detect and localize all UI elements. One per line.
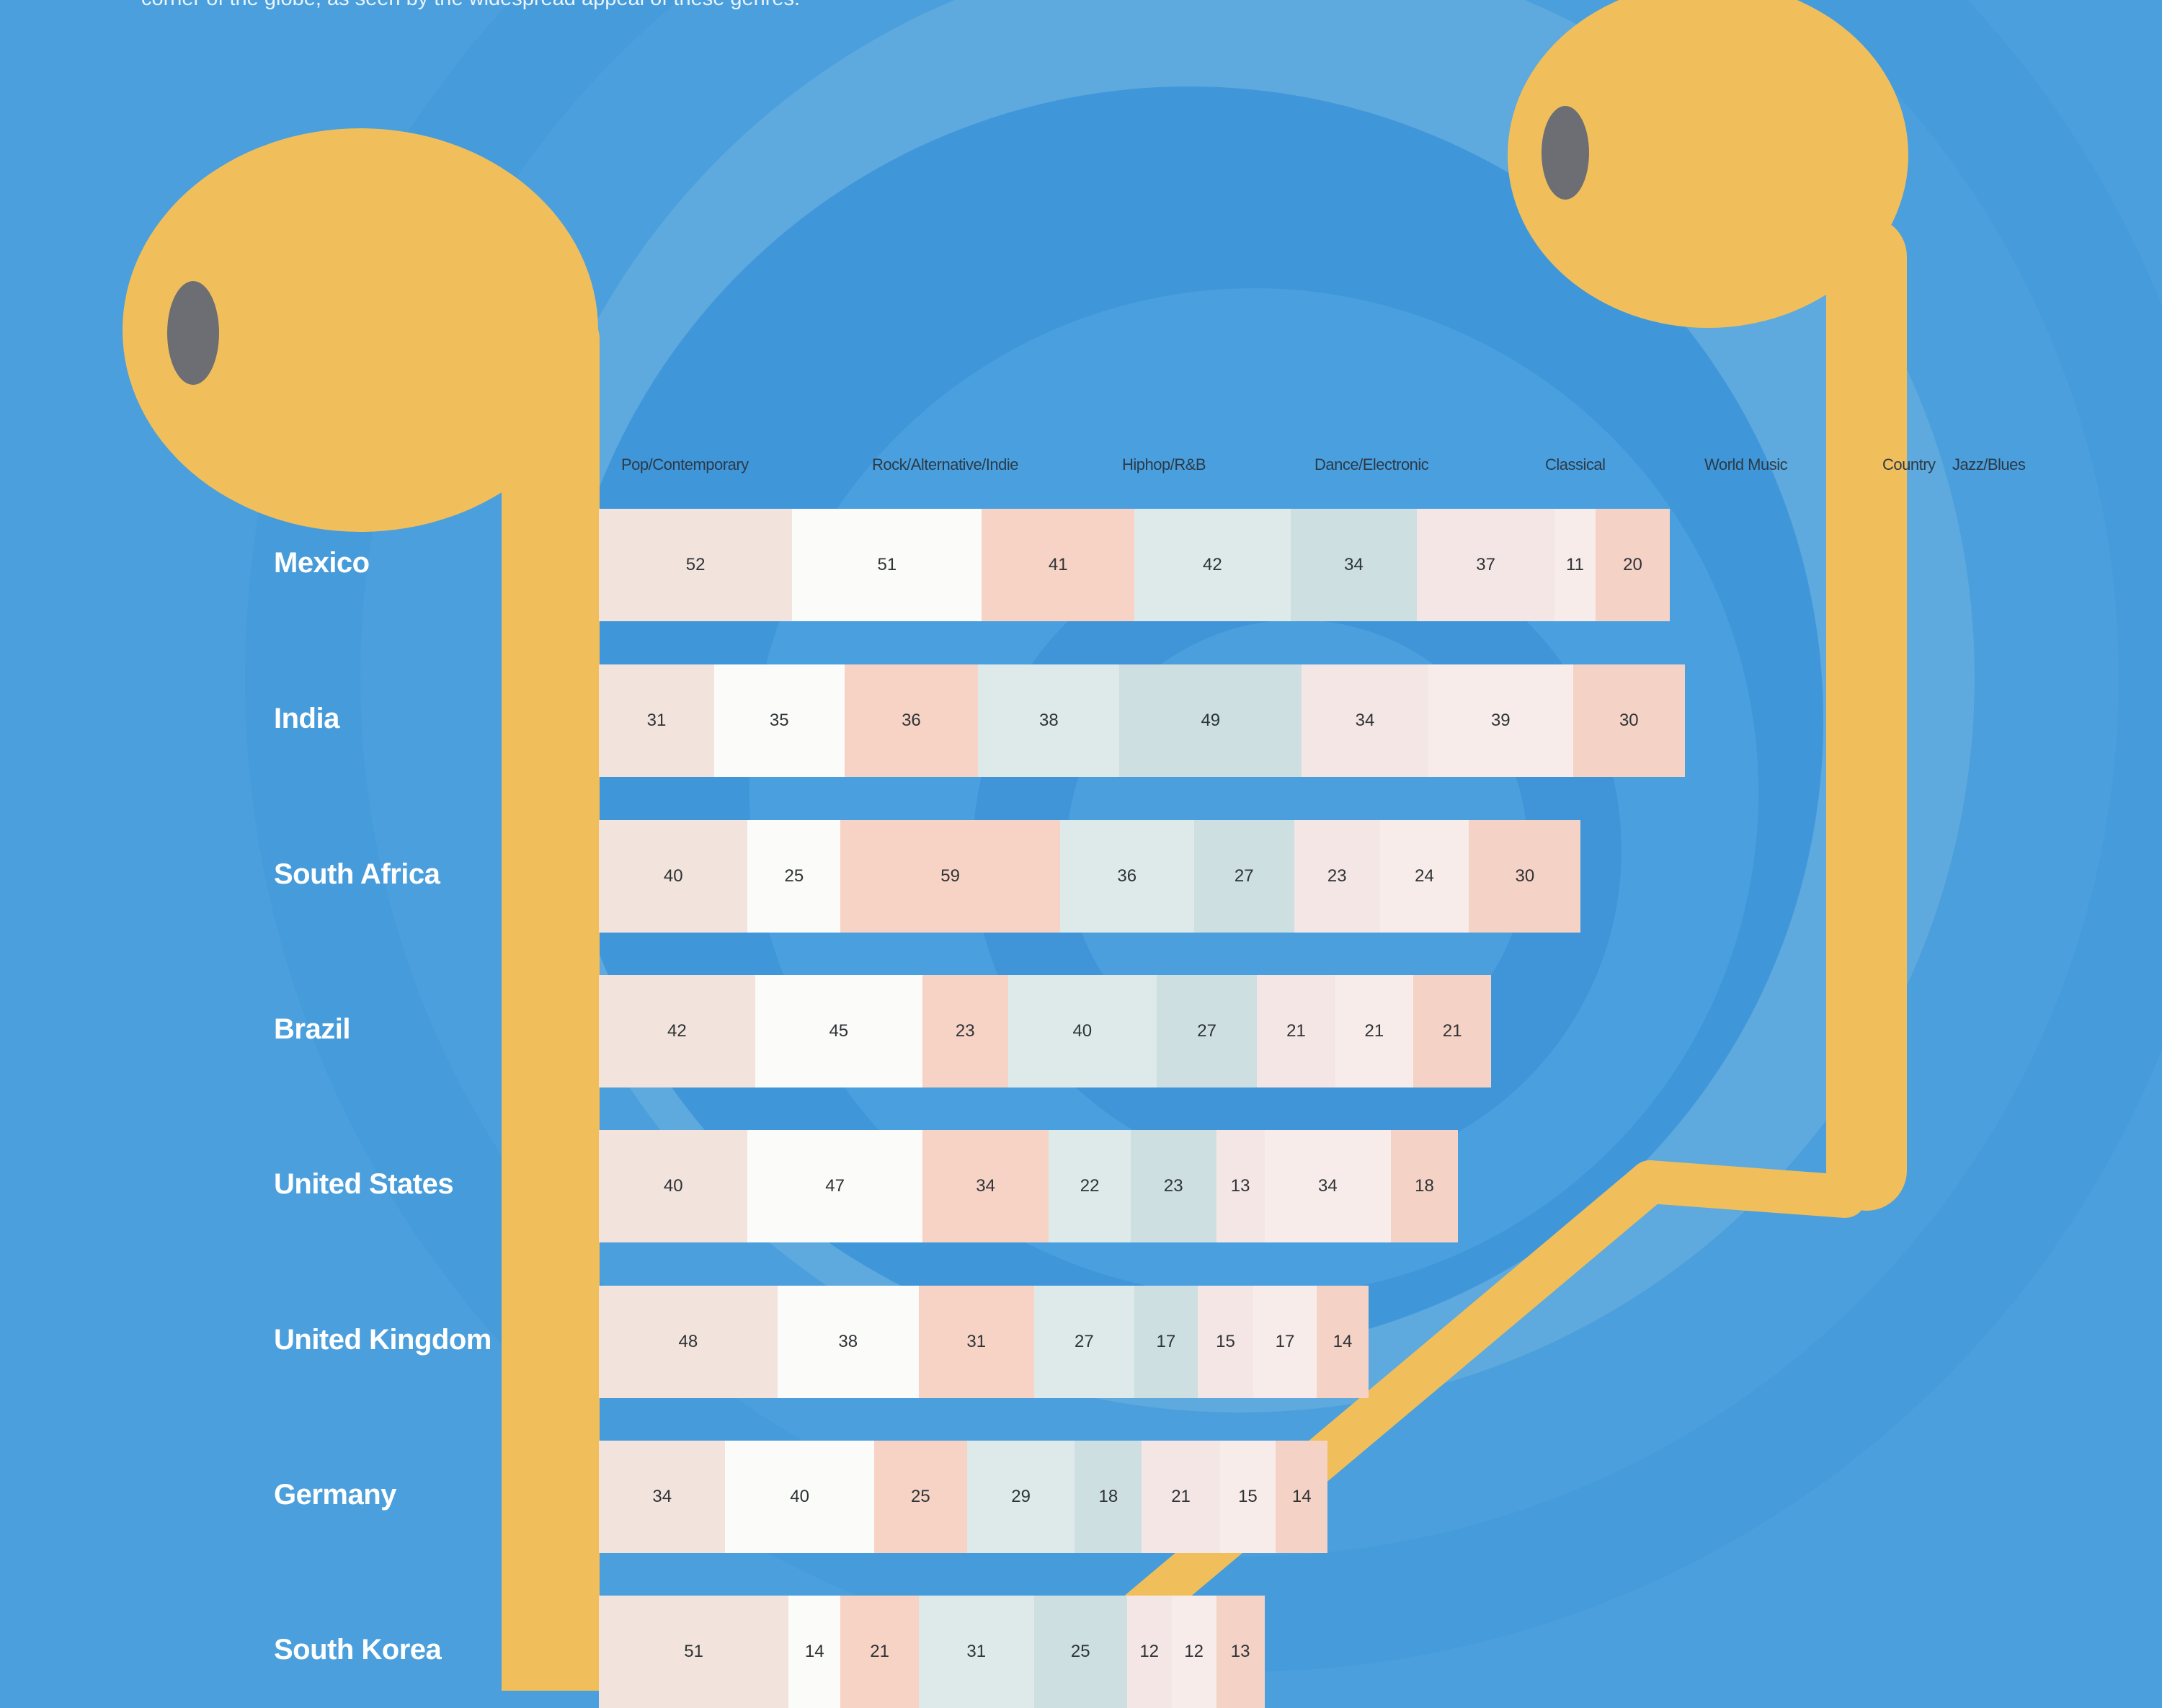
left-earbud-hole <box>167 281 219 385</box>
bar-segment-south-korea-world-music: 12 <box>1126 1596 1172 1708</box>
country-label-mexico: Mexico <box>274 547 370 579</box>
bar-segment-mexico-world-music: 37 <box>1417 509 1555 621</box>
bar-segment-south-africa-classical: 27 <box>1193 820 1294 933</box>
genre-header-jazz-blues: Jazz/Blues <box>1952 455 2026 473</box>
country-label-south-africa: South Africa <box>274 858 440 890</box>
bar-segment-south-korea-dance-electronic: 31 <box>918 1596 1034 1708</box>
bar-segment-south-korea-hiphop-r-b: 21 <box>840 1596 919 1708</box>
bar-segment-brazil-world-music: 21 <box>1257 975 1335 1087</box>
bar-segment-germany-country: 15 <box>1219 1441 1276 1553</box>
bar-segment-mexico-pop-contemporary: 52 <box>599 509 793 621</box>
bar-segment-mexico-country: 11 <box>1554 509 1596 621</box>
bar-segment-brazil-jazz-blues: 21 <box>1413 975 1492 1087</box>
bar-segment-united-states-world-music: 13 <box>1216 1130 1265 1242</box>
country-label-germany: Germany <box>274 1479 396 1511</box>
country-label-brazil: Brazil <box>274 1013 350 1045</box>
bar-segment-mexico-rock-alternative-indie: 51 <box>792 509 982 621</box>
bar-segment-mexico-classical: 34 <box>1290 509 1418 621</box>
bar-segment-germany-world-music: 21 <box>1142 1441 1220 1553</box>
bar-segment-brazil-classical: 27 <box>1157 975 1258 1087</box>
bar-segment-united-kingdom-jazz-blues: 14 <box>1316 1286 1369 1398</box>
bar-segment-india-jazz-blues: 30 <box>1572 664 1685 777</box>
bar-segment-south-korea-country: 12 <box>1171 1596 1216 1708</box>
bar-segment-united-states-pop-contemporary: 40 <box>599 1130 748 1242</box>
right-earbud-hole <box>1542 106 1589 200</box>
country-label-india: India <box>274 703 339 734</box>
bar-segment-united-states-jazz-blues: 18 <box>1391 1130 1458 1242</box>
genre-header-classical: Classical <box>1545 455 1606 473</box>
genre-header-world-music: World Music <box>1704 455 1788 473</box>
bar-segment-united-states-hiphop-r-b: 34 <box>922 1130 1049 1242</box>
bar-segment-united-kingdom-rock-alternative-indie: 38 <box>777 1286 919 1398</box>
bar-segment-united-kingdom-country: 17 <box>1253 1286 1317 1398</box>
bar-segment-south-africa-pop-contemporary: 40 <box>599 820 748 933</box>
bar-segment-mexico-hiphop-r-b: 41 <box>982 509 1135 621</box>
bar-segment-mexico-dance-electronic: 42 <box>1134 509 1291 621</box>
bar-segment-south-africa-country: 24 <box>1379 820 1469 933</box>
genre-header-pop-contemporary: Pop/Contemporary <box>621 455 749 473</box>
bar-segment-united-states-dance-electronic: 22 <box>1049 1130 1131 1242</box>
left-earbud-icon <box>123 128 600 1691</box>
bar-segment-south-africa-world-music: 23 <box>1294 820 1380 933</box>
bar-segment-india-classical: 49 <box>1119 664 1302 777</box>
bar-segment-south-korea-classical: 25 <box>1033 1596 1127 1708</box>
bar-segment-india-dance-electronic: 38 <box>978 664 1120 777</box>
bar-segment-germany-pop-contemporary: 34 <box>599 1441 726 1553</box>
bar-segment-germany-dance-electronic: 29 <box>966 1441 1075 1553</box>
bar-segment-brazil-pop-contemporary: 42 <box>599 975 755 1087</box>
bar-segment-south-korea-jazz-blues: 13 <box>1216 1596 1265 1708</box>
bar-segment-india-rock-alternative-indie: 35 <box>713 664 845 777</box>
bar-segment-mexico-jazz-blues: 20 <box>1595 509 1671 621</box>
bar-segment-united-kingdom-classical: 17 <box>1134 1286 1198 1398</box>
bar-segment-united-kingdom-pop-contemporary: 48 <box>599 1286 778 1398</box>
bar-segment-brazil-rock-alternative-indie: 45 <box>755 975 922 1087</box>
bar-segment-india-world-music: 34 <box>1302 664 1428 777</box>
bar-segment-india-country: 39 <box>1428 664 1573 777</box>
bar-segment-united-kingdom-hiphop-r-b: 31 <box>918 1286 1034 1398</box>
bar-segment-india-hiphop-r-b: 36 <box>844 664 979 777</box>
bar-segment-united-states-classical: 23 <box>1130 1130 1216 1242</box>
country-label-united-states: United States <box>274 1168 454 1200</box>
country-label-united-kingdom: United Kingdom <box>274 1324 491 1356</box>
bar-segment-south-africa-rock-alternative-indie: 25 <box>747 820 841 933</box>
bar-segment-south-africa-hiphop-r-b: 59 <box>840 820 1060 933</box>
bar-segment-south-korea-pop-contemporary: 51 <box>599 1596 789 1708</box>
country-label-south-korea: South Korea <box>274 1634 442 1665</box>
bar-segment-brazil-dance-electronic: 40 <box>1007 975 1157 1087</box>
bar-segment-germany-rock-alternative-indie: 40 <box>725 1441 874 1553</box>
bar-segment-south-africa-jazz-blues: 30 <box>1469 820 1581 933</box>
bar-segment-germany-jazz-blues: 14 <box>1276 1441 1328 1553</box>
genre-header-hiphop-r-b: Hiphop/R&B <box>1122 455 1206 473</box>
bar-segment-brazil-country: 21 <box>1335 975 1414 1087</box>
intro-text: corner of the globe, as seen by the wide… <box>141 0 800 11</box>
genre-header-dance-electronic: Dance/Electronic <box>1314 455 1429 473</box>
bar-segment-germany-hiphop-r-b: 25 <box>873 1441 967 1553</box>
bar-segment-united-kingdom-world-music: 15 <box>1197 1286 1254 1398</box>
bar-segment-south-africa-dance-electronic: 36 <box>1059 820 1194 933</box>
bar-segment-india-pop-contemporary: 31 <box>599 664 714 777</box>
bar-segment-brazil-hiphop-r-b: 23 <box>922 975 1008 1087</box>
bar-segment-united-kingdom-dance-electronic: 27 <box>1033 1286 1135 1398</box>
bar-segment-united-states-country: 34 <box>1264 1130 1392 1242</box>
genre-header-rock-alternative-indie: Rock/Alternative/Indie <box>872 455 1019 473</box>
bar-segment-united-states-rock-alternative-indie: 47 <box>747 1130 922 1242</box>
bar-segment-germany-classical: 18 <box>1075 1441 1142 1553</box>
bar-segment-south-korea-rock-alternative-indie: 14 <box>788 1596 841 1708</box>
genre-header-country: Country <box>1882 455 1936 473</box>
